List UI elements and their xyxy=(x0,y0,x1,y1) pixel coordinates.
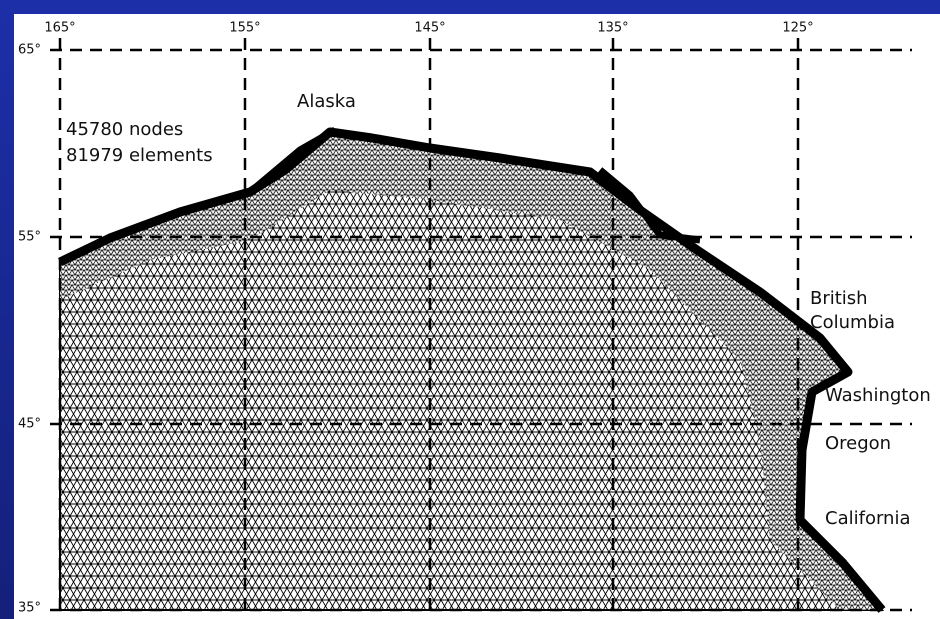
region-label: California xyxy=(825,508,910,529)
longitude-label: 145° xyxy=(414,21,445,36)
latitude-label: 35° xyxy=(18,601,41,616)
longitude-label: 155° xyxy=(229,21,260,36)
latitude-label: 45° xyxy=(18,417,41,432)
mesh-info: 81979 elements xyxy=(66,145,213,166)
mesh-info: 45780 nodes xyxy=(66,119,183,140)
longitude-label: 135° xyxy=(597,21,628,36)
latitude-label: 55° xyxy=(18,230,41,245)
region-label: Oregon xyxy=(825,433,891,454)
region-label: British xyxy=(810,288,868,309)
longitude-label: 125° xyxy=(782,21,813,36)
page: 165° 155° 145° 135° 125° 65° 55° 45° 35°… xyxy=(0,0,940,619)
longitude-label: 165° xyxy=(44,21,75,36)
latitude-label: 65° xyxy=(18,43,41,58)
region-label: Alaska xyxy=(297,91,356,112)
map-figure: 165° 155° 145° 135° 125° 65° 55° 45° 35°… xyxy=(0,0,940,619)
region-label: Washington xyxy=(825,385,931,406)
region-label: Columbia xyxy=(810,312,895,333)
